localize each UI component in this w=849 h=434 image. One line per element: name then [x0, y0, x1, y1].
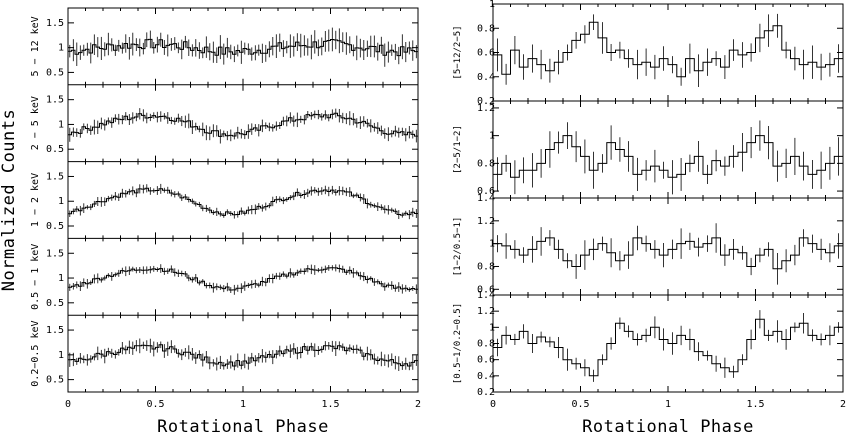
series-line: [68, 187, 418, 216]
y-tick-label: 0.4: [477, 371, 495, 382]
x-tick-label: 2: [840, 399, 846, 410]
series-line: [493, 135, 843, 178]
right-x-axis-title: Rotational Phase: [582, 417, 754, 434]
y-tick-label: 1: [489, 131, 495, 142]
y-tick-label: 1: [489, 322, 495, 333]
y-tick-label: 1.2: [477, 103, 495, 114]
y-tick-label: 0.8: [477, 23, 495, 34]
y-tick-label: 0.6: [477, 186, 495, 197]
y-tick-label: 0.5: [46, 298, 64, 309]
y-tick-label: 1.4: [477, 290, 495, 301]
y-tick-label: 0.4: [477, 72, 495, 83]
x-tick-label: 1.5: [321, 399, 339, 410]
right-panel-group: 0.2 0.4 0.6 0.8 1 [5−12/2−5] 0.6 0.8 1 1.2 [2−5/1−…: [453, 0, 846, 410]
y-tick-label: 1.2: [477, 216, 495, 227]
panel-label: [5−12/2−5]: [453, 25, 463, 79]
y-tick-label: 1.5: [46, 171, 64, 182]
series-line: [493, 237, 843, 270]
left-y-axis-title: Normalized Counts: [0, 109, 19, 292]
series-line: [493, 21, 843, 78]
x-tick-label: 0: [65, 399, 71, 410]
panel-label: 0.2−0.5 keV: [30, 320, 41, 386]
series-line: [493, 318, 843, 377]
y-tick-label: 1: [58, 196, 64, 207]
y-tick-label: 0.6: [477, 284, 495, 295]
y-tick-label: 0.5: [46, 144, 64, 155]
left-panel-group: 0.5 1 1.5 5 − 12 keV 0.5 1 1.5 2 − 5 keV 0.5 1 1.5…: [30, 7, 421, 410]
y-tick-label: 0.8: [477, 158, 495, 169]
x-tick-label: 0: [490, 399, 496, 410]
panel-label: 0.5 − 1 keV: [30, 244, 41, 310]
panel-label: 2 − 5 keV: [30, 96, 41, 150]
y-tick-label: 1.5: [46, 325, 64, 336]
y-tick-label: 1.5: [46, 248, 64, 259]
y-tick-label: 1: [58, 43, 64, 54]
y-tick-label: 1.5: [46, 18, 64, 29]
series-line: [68, 38, 418, 57]
y-tick-label: 1.2: [477, 306, 495, 317]
y-tick-label: 0.6: [477, 355, 495, 366]
y-tick-label: 0.2: [477, 387, 495, 398]
y-tick-label: 1: [58, 273, 64, 284]
y-tick-label: 1: [489, 0, 495, 10]
x-tick-label: 2: [415, 399, 421, 410]
y-tick-label: 1: [489, 239, 495, 250]
x-tick-label: 0.5: [146, 399, 164, 410]
panel-label: 1 − 2 keV: [30, 173, 41, 227]
panel-label: [1−2/0.5−1]: [453, 217, 463, 277]
y-tick-label: 0.5: [46, 221, 64, 232]
y-tick-label: 0.8: [477, 339, 495, 350]
panel-label: [2−5/1−2]: [453, 125, 463, 174]
panel-label: 5 − 12 keV: [30, 16, 41, 76]
y-tick-label: 0.5: [46, 375, 64, 386]
x-tick-label: 1.5: [746, 399, 764, 410]
panel-label: [0.5−1/0.2−0.5]: [453, 303, 463, 384]
series-line: [68, 344, 418, 367]
left-x-axis-title: Rotational Phase: [157, 417, 329, 434]
series-line: [68, 112, 418, 137]
x-tick-label: 0.5: [571, 399, 589, 410]
y-tick-label: 0.2: [477, 96, 495, 107]
x-tick-label: 1: [240, 399, 246, 410]
y-tick-label: 1.5: [46, 95, 64, 106]
y-tick-label: 0.6: [477, 48, 495, 59]
y-tick-label: 1: [58, 350, 64, 361]
y-tick-label: 1: [58, 119, 64, 130]
x-tick-label: 1: [665, 399, 671, 410]
y-tick-label: 0.8: [477, 261, 495, 272]
y-tick-label: 0.5: [46, 67, 64, 78]
y-tick-label: 1.4: [477, 193, 495, 204]
series-line: [68, 267, 418, 291]
